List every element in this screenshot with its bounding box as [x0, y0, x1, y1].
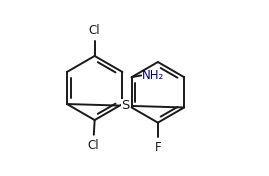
Text: F: F: [155, 141, 161, 154]
Text: NH₂: NH₂: [142, 69, 164, 82]
Text: Cl: Cl: [88, 139, 99, 152]
Text: S: S: [121, 99, 130, 112]
Text: Cl: Cl: [89, 24, 100, 37]
